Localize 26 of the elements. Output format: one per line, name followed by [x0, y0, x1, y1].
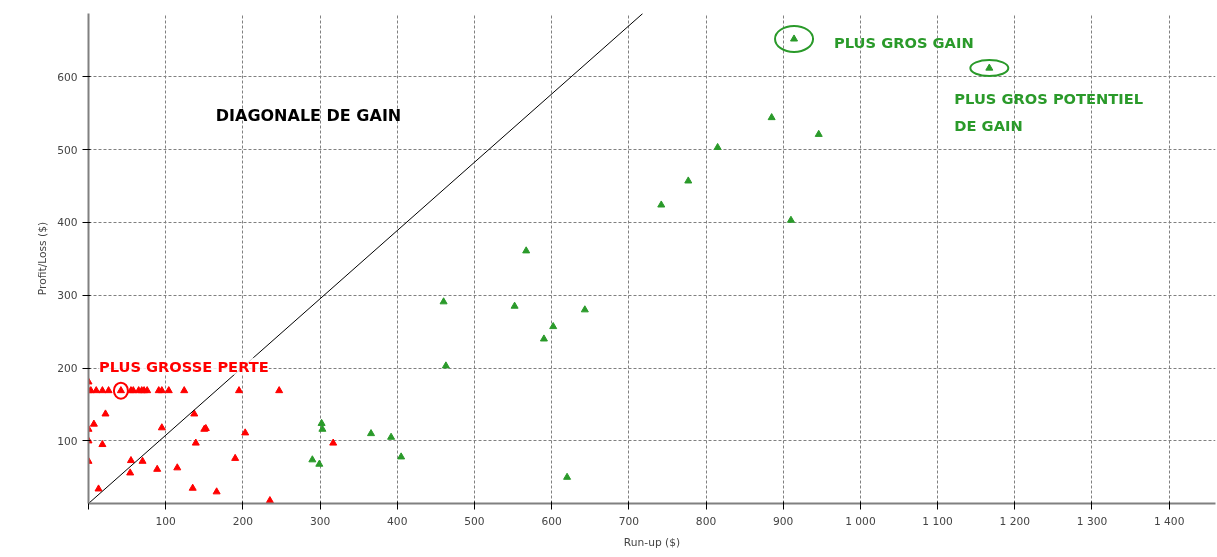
- x-tick-label: 200: [232, 514, 254, 528]
- x-tick-label: 1 100: [922, 514, 954, 528]
- y-tick-label: 100: [57, 434, 78, 448]
- x-tick-label: 500: [464, 514, 485, 528]
- annotation: PLUS GROS POTENTIEL DE GAIN: [954, 90, 1144, 135]
- x-tick-label: 1 400: [1153, 514, 1185, 528]
- y-tick-label: 600: [57, 70, 78, 84]
- x-tick-label: 1 000: [845, 514, 876, 528]
- y-tick-label: 500: [57, 143, 78, 157]
- x-tick-label: 1 300: [1076, 514, 1108, 528]
- x-tick-label: 600: [541, 514, 563, 528]
- y-tick-label: 200: [57, 362, 78, 376]
- y-tick-label: 400: [57, 216, 78, 230]
- annotation: PLUS GROSSE PERTE: [98, 357, 269, 375]
- x-tick-label: 1 200: [999, 514, 1031, 528]
- annotation: PLUS GROS GAIN: [834, 34, 974, 52]
- x-axis-title: Run-up ($): [623, 535, 681, 549]
- annotation: DIAGONALE DE GAIN: [215, 105, 402, 125]
- y-tick-label: 300: [57, 289, 78, 303]
- x-tick-label: 800: [695, 514, 717, 528]
- x-tick-label: 300: [309, 514, 331, 528]
- x-tick-label: 400: [387, 514, 408, 528]
- x-tick-label: 100: [155, 514, 177, 528]
- y-axis-title: Profit/Loss ($): [36, 221, 50, 296]
- x-tick-label: 900: [773, 514, 794, 528]
- x-tick-label: 700: [618, 514, 640, 528]
